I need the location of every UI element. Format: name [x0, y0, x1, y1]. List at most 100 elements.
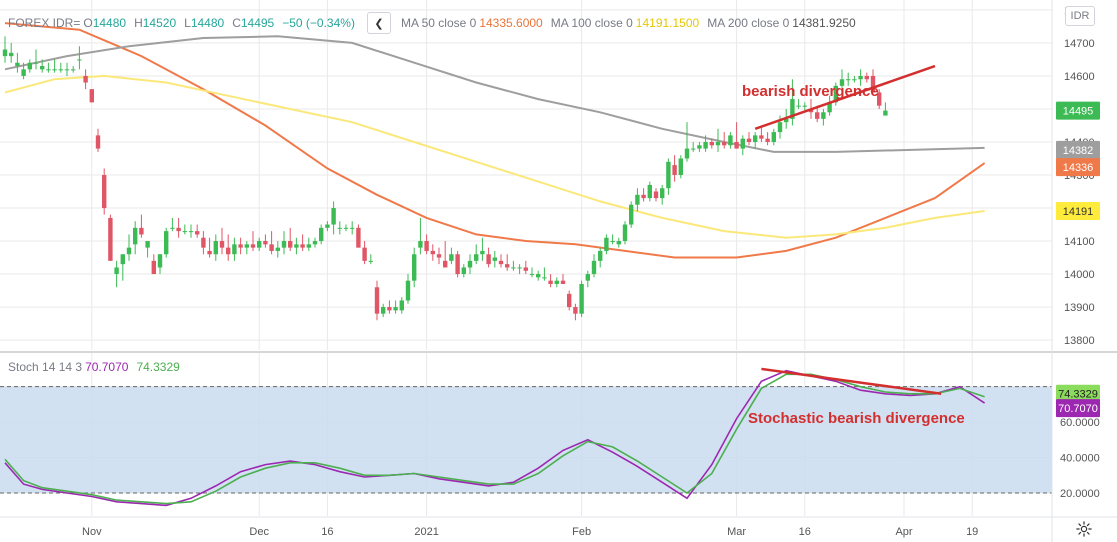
candle-body: [765, 138, 770, 142]
time-tick-label: 2021: [414, 526, 438, 538]
candle-body: [182, 231, 187, 233]
candle-body: [250, 244, 256, 248]
candle-body: [108, 217, 113, 261]
candle-body: [83, 75, 88, 83]
candle-body: [486, 254, 491, 265]
candle-body: [238, 244, 243, 248]
time-tick-label: 16: [799, 526, 811, 538]
price-tick-label: 14000: [1064, 269, 1095, 281]
ma100-tag: 14191: [1063, 206, 1094, 218]
candle-body: [306, 244, 311, 248]
ma100-value: 14191.1500: [635, 16, 700, 30]
candle-body: [827, 102, 832, 113]
stoch-legend: Stoch 14 14 3 70.7070 74.3329: [8, 360, 188, 374]
candle-body: [529, 274, 535, 276]
stoch-k-tag-bg: [1056, 399, 1100, 418]
candle-body: [567, 293, 572, 308]
candle-body: [536, 274, 541, 278]
candle-body: [157, 254, 163, 268]
candle-body: [412, 254, 417, 281]
price-tags: 14495 14382 14336 14191 74.3329 70.7070: [1056, 101, 1100, 418]
candle-body: [846, 79, 851, 81]
last-price-tag-bg: [1056, 101, 1100, 120]
candle-body: [740, 138, 745, 149]
stoch-tick-label: 40.0000: [1060, 453, 1100, 465]
collapse-legend-button[interactable]: ❮: [366, 12, 391, 34]
candle-body: [170, 227, 175, 229]
candle-body: [585, 274, 590, 281]
candle-body: [244, 244, 249, 248]
stoch-band: [0, 386, 1052, 494]
candle-body: [815, 112, 820, 119]
candle-body: [424, 241, 429, 251]
candle-body: [666, 161, 671, 189]
candle-body: [294, 244, 299, 248]
main-legend: FOREX IDR= O 14480 H 14520 L 14480 C 144…: [8, 12, 864, 34]
candle-body: [46, 69, 51, 71]
candle-body: [288, 241, 293, 248]
settings-gear-icon[interactable]: [1075, 520, 1093, 538]
ma200-tag-bg: [1056, 140, 1100, 159]
time-tick-label: Dec: [249, 526, 269, 538]
ma200-tag: 14382: [1063, 145, 1094, 157]
candle-body: [604, 237, 609, 251]
ma50-label: MA 50 close 0: [400, 16, 477, 30]
candle-body: [58, 69, 63, 71]
time-tick-label: 19: [966, 526, 978, 538]
candle-body: [480, 250, 485, 255]
price-tick-label: 14100: [1064, 236, 1095, 248]
currency-button[interactable]: IDR: [1065, 6, 1095, 26]
time-tick-label: Nov: [82, 526, 102, 538]
stoch-d-value: 74.3329: [136, 360, 180, 374]
candle-body: [399, 300, 404, 311]
candle-body: [821, 112, 826, 119]
candle-body: [195, 231, 200, 235]
stoch-k-value: 70.7070: [85, 360, 129, 374]
candle-body: [164, 231, 169, 255]
close-value: 14495: [240, 16, 275, 30]
candle-body: [368, 260, 373, 262]
candle-body: [746, 138, 752, 142]
candle-body: [176, 227, 181, 232]
candle-body: [27, 62, 32, 70]
candle-body: [771, 132, 776, 142]
candle-body: [579, 283, 584, 314]
candle-body: [461, 267, 466, 275]
price-tick-label: 13900: [1064, 302, 1095, 314]
candle-body: [647, 184, 652, 199]
candle-body: [325, 224, 330, 228]
low-value: 14480: [190, 16, 225, 30]
candle-body: [133, 227, 138, 245]
close-label: C: [232, 16, 241, 30]
ma50-tag: 14336: [1063, 162, 1094, 174]
ma200-value: 14381.9250: [792, 16, 856, 30]
annotations: bearish divergence Stochastic bearish di…: [742, 64, 965, 427]
candle-body: [40, 66, 45, 70]
candle-body: [703, 141, 708, 149]
candle-body: [436, 254, 442, 258]
candle-body: [64, 69, 70, 71]
candle-body: [362, 247, 367, 261]
candle-body: [343, 227, 349, 229]
change-value: −50 (−0.34%): [282, 16, 355, 30]
candle-body: [759, 135, 764, 139]
low-label: L: [184, 16, 191, 30]
candle-body: [511, 267, 516, 269]
candle-body: [839, 79, 845, 86]
candle-body: [71, 69, 76, 71]
candle-body: [356, 227, 361, 248]
candle-body: [374, 287, 380, 314]
candle-body: [672, 165, 677, 175]
symbol-name: FOREX IDR=: [8, 16, 81, 30]
time-tick-label: Feb: [572, 526, 591, 538]
candle-body: [449, 254, 454, 261]
stoch-tick-label: 20.0000: [1060, 488, 1100, 500]
ma200-label: MA 200 close 0: [707, 16, 790, 30]
candle-body: [207, 250, 212, 255]
candle-body: [790, 99, 795, 119]
candle-body: [753, 135, 758, 142]
open-label: O: [83, 16, 93, 30]
candle-body: [554, 280, 559, 284]
price-tick-label: 14600: [1064, 71, 1095, 83]
